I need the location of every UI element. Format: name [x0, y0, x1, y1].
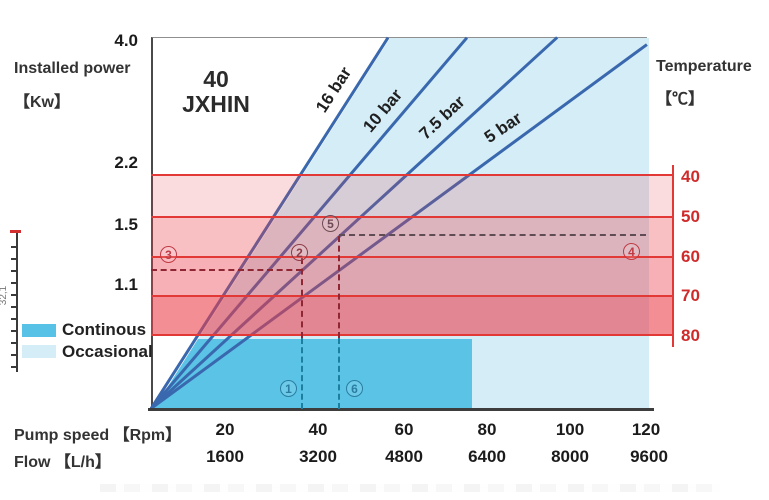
power-tick-4-0: 4.0 — [114, 31, 138, 50]
fragment-tick — [11, 258, 16, 260]
marker-4-label: 4 — [628, 244, 635, 259]
fragment-rotated-text: 32,1 — [0, 285, 10, 306]
temp-tick-50: 50 — [681, 207, 700, 226]
power-tick-1-5: 1.5 — [114, 215, 138, 234]
continuous-zone — [153, 339, 472, 410]
fragment-tick — [11, 366, 16, 368]
pump-speed-title: Pump speed 【Rpm】 — [14, 427, 182, 444]
marker-6: 6 — [346, 380, 363, 397]
temp-band-60-70 — [151, 257, 673, 296]
temperature-axis-line — [672, 165, 674, 347]
temp-band-70-80 — [151, 296, 673, 335]
speed-tick-80: 80 — [477, 420, 497, 439]
marker-4: 4 — [623, 243, 640, 260]
temp-tick-70: 70 — [681, 286, 700, 305]
guide-dash-v2-upper — [338, 236, 340, 338]
speed-tick-120: 120 — [631, 420, 661, 439]
legend-swatch-continuous — [22, 324, 56, 337]
speed-tick-40: 40 — [308, 420, 328, 439]
marker-3: 3 — [160, 246, 177, 263]
fragment-tick — [11, 270, 16, 272]
power-tick-2-2: 2.2 — [114, 153, 138, 172]
flow-tick-8000: 8000 — [551, 447, 589, 466]
marker-5: 5 — [322, 215, 339, 232]
guide-dash-v1-upper — [301, 258, 303, 338]
legend-label-continuous: Continous — [62, 320, 147, 339]
temp-band-50-60 — [151, 217, 673, 257]
right-axis-title: Temperature — [656, 58, 752, 75]
left-edge-chart-fragment — [16, 232, 18, 372]
flow-tick-9600: 9600 — [630, 447, 668, 466]
temp-line-50 — [151, 216, 673, 218]
legend-swatch-occasional — [22, 345, 56, 358]
flow-tick-4800: 4800 — [385, 447, 423, 466]
x-axis-line — [148, 408, 654, 411]
guide-dash-v1-lower — [301, 338, 303, 409]
guide-dash-h-right — [339, 234, 646, 236]
temp-line-40 — [151, 174, 673, 176]
left-axis-unit: 【Kw】 — [14, 94, 71, 111]
temp-tick-40: 40 — [681, 167, 700, 186]
speed-tick-60: 60 — [394, 420, 414, 439]
model-name: JXHIN — [182, 91, 250, 117]
fragment-tick — [11, 318, 16, 320]
speed-tick-20: 20 — [215, 420, 235, 439]
guide-dash-h-left — [151, 269, 302, 271]
marker-1: 1 — [280, 380, 297, 397]
fragment-tick — [11, 282, 16, 284]
marker-2-label: 2 — [296, 245, 303, 260]
marker-2: 2 — [291, 244, 308, 261]
flow-tick-3200: 3200 — [299, 447, 337, 466]
temp-line-70 — [151, 295, 673, 297]
temp-band-40-50 — [151, 175, 673, 217]
marker-3-label: 3 — [165, 247, 172, 262]
fragment-tick — [11, 354, 16, 356]
flow-title: Flow 【L/h】 — [14, 454, 111, 471]
speed-tick-100: 100 — [555, 420, 585, 439]
power-tick-1-1: 1.1 — [114, 275, 138, 294]
fragment-tick — [11, 246, 16, 248]
fragment-tick — [11, 294, 16, 296]
fragment-tick — [11, 330, 16, 332]
marker-6-label: 6 — [351, 381, 358, 396]
cutoff-text-strip — [100, 484, 720, 492]
temp-line-80 — [151, 334, 673, 336]
flow-tick-1600: 1600 — [206, 447, 244, 466]
model-number: 40 — [203, 66, 229, 92]
left-axis-title: Installed power — [14, 60, 131, 77]
fragment-tick — [11, 342, 16, 344]
left-edge-red-tick — [10, 230, 21, 233]
marker-1-label: 1 — [285, 381, 292, 396]
guide-dash-v2-lower — [338, 338, 340, 409]
flow-tick-6400: 6400 — [468, 447, 506, 466]
right-axis-unit: 【℃】 — [656, 91, 705, 108]
temp-tick-60: 60 — [681, 247, 700, 266]
marker-5-label: 5 — [327, 216, 334, 231]
temp-line-60 — [151, 256, 673, 258]
legend-label-occasional: Occasional — [62, 342, 153, 361]
temp-tick-80: 80 — [681, 326, 700, 345]
fragment-tick — [11, 306, 16, 308]
